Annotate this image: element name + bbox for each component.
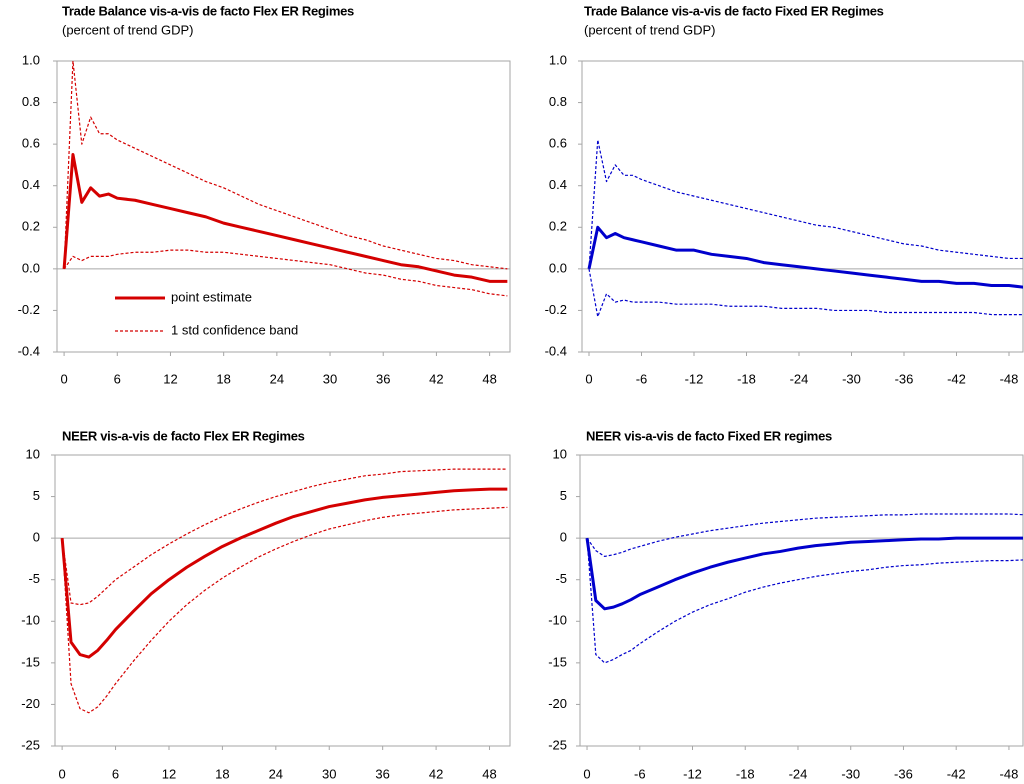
- x-tick-label: 24: [269, 766, 283, 781]
- panel: Trade Balance vis-a-vis de facto Flex ER…: [18, 3, 511, 386]
- x-tick-label: -48: [1000, 766, 1019, 781]
- panel: NEER vis-a-vis de facto Flex ER Regimes 1…: [21, 428, 511, 781]
- y-tick-label: 10: [26, 446, 40, 461]
- x-tick-label: 0: [585, 371, 592, 386]
- chart-title: Trade Balance vis-a-vis de facto Flex ER…: [62, 3, 354, 18]
- y-tick-label: 0.8: [22, 94, 40, 109]
- band-line: [588, 268, 1023, 318]
- x-tick-label: 0: [60, 371, 67, 386]
- x-tick-label: 12: [162, 766, 176, 781]
- x-tick-label: -24: [789, 766, 808, 781]
- y-tick-label: 5: [560, 488, 567, 503]
- y-tick-label: 0.2: [22, 219, 40, 234]
- y-tick-label: -25: [21, 737, 40, 752]
- y-tick-label: -0.4: [545, 343, 567, 358]
- x-tick-label: -18: [737, 371, 756, 386]
- plot-frame: [56, 60, 511, 353]
- y-tick-label: 0.0: [22, 260, 40, 275]
- band-line: [63, 60, 508, 270]
- y-tick-label: 0.8: [549, 94, 567, 109]
- y-tick-label: -0.2: [18, 302, 40, 317]
- x-tick-label: 42: [429, 766, 443, 781]
- x-tick-label: 36: [375, 766, 389, 781]
- y-tick-label: 0.2: [549, 219, 567, 234]
- y-tick-label: 0.4: [549, 177, 567, 192]
- x-tick-label: 18: [216, 371, 230, 386]
- y-tick-label: 1.0: [22, 52, 40, 67]
- estimate-line: [587, 225, 1023, 289]
- x-tick-label: 42: [429, 371, 443, 386]
- y-tick-label: 0: [33, 530, 40, 545]
- x-tick-label: 6: [112, 766, 119, 781]
- chart-title: NEER vis-a-vis de facto Fixed ER regimes: [586, 428, 832, 443]
- chart-subtitle: (percent of trend GDP): [584, 22, 716, 37]
- y-tick-label: -20: [548, 696, 567, 711]
- y-tick-label: -0.4: [18, 343, 40, 358]
- plot-frame: [581, 60, 1024, 353]
- panel: Trade Balance vis-a-vis de facto Fixed E…: [545, 3, 1024, 386]
- x-tick-label: -6: [634, 766, 646, 781]
- band-line: [61, 468, 508, 606]
- x-tick-label: 30: [323, 371, 337, 386]
- panel: NEER vis-a-vis de facto Fixed ER regimes…: [548, 428, 1024, 781]
- x-tick-label: -30: [841, 766, 860, 781]
- y-tick-label: -15: [548, 654, 567, 669]
- y-tick-label: -15: [21, 654, 40, 669]
- x-tick-label: -30: [842, 371, 861, 386]
- x-tick-label: 30: [322, 766, 336, 781]
- x-tick-label: -42: [947, 371, 966, 386]
- x-tick-label: 18: [215, 766, 229, 781]
- band-line: [588, 139, 1023, 269]
- x-tick-label: -6: [636, 371, 648, 386]
- x-tick-label: -48: [1000, 371, 1019, 386]
- x-tick-label: -36: [894, 766, 913, 781]
- y-tick-label: -0.2: [545, 302, 567, 317]
- x-tick-label: 48: [482, 766, 496, 781]
- estimate-line: [585, 536, 1023, 611]
- x-tick-label: 12: [163, 371, 177, 386]
- x-tick-label: -24: [790, 371, 809, 386]
- y-tick-label: 1.0: [549, 52, 567, 67]
- x-tick-label: -42: [947, 766, 966, 781]
- y-tick-label: 0: [560, 530, 567, 545]
- y-tick-label: -20: [21, 696, 40, 711]
- y-tick-label: 0.6: [22, 136, 40, 151]
- x-tick-label: 24: [270, 371, 284, 386]
- x-tick-label: 0: [583, 766, 590, 781]
- y-tick-label: 10: [553, 446, 567, 461]
- chart-title: Trade Balance vis-a-vis de facto Fixed E…: [584, 3, 884, 18]
- legend-label: 1 std confidence band: [171, 322, 298, 337]
- x-tick-label: 0: [59, 766, 66, 781]
- estimate-line: [60, 487, 508, 659]
- x-tick-label: -36: [895, 371, 914, 386]
- y-tick-label: -10: [548, 613, 567, 628]
- x-tick-label: -12: [685, 371, 704, 386]
- y-tick-label: -5: [555, 571, 567, 586]
- x-tick-label: -12: [683, 766, 702, 781]
- legend-label: point estimate: [171, 289, 252, 304]
- x-tick-label: 48: [482, 371, 496, 386]
- plot-frame: [54, 454, 511, 747]
- plot-frame: [579, 454, 1024, 747]
- chart-title: NEER vis-a-vis de facto Flex ER Regimes: [62, 428, 305, 443]
- y-tick-label: -10: [21, 613, 40, 628]
- x-tick-label: 6: [114, 371, 121, 386]
- x-tick-label: 36: [376, 371, 390, 386]
- band-line: [586, 538, 1023, 664]
- band-line: [586, 513, 1023, 558]
- band-line: [63, 249, 508, 297]
- y-tick-label: 0.6: [549, 136, 567, 151]
- y-tick-label: -25: [548, 737, 567, 752]
- y-tick-label: 0.0: [549, 260, 567, 275]
- x-tick-label: -18: [736, 766, 755, 781]
- y-tick-label: -5: [28, 571, 40, 586]
- y-tick-label: 5: [33, 488, 40, 503]
- band-line: [61, 506, 508, 714]
- estimate-line: [62, 153, 508, 283]
- y-tick-label: 0.4: [22, 177, 40, 192]
- chart-subtitle: (percent of trend GDP): [62, 22, 194, 37]
